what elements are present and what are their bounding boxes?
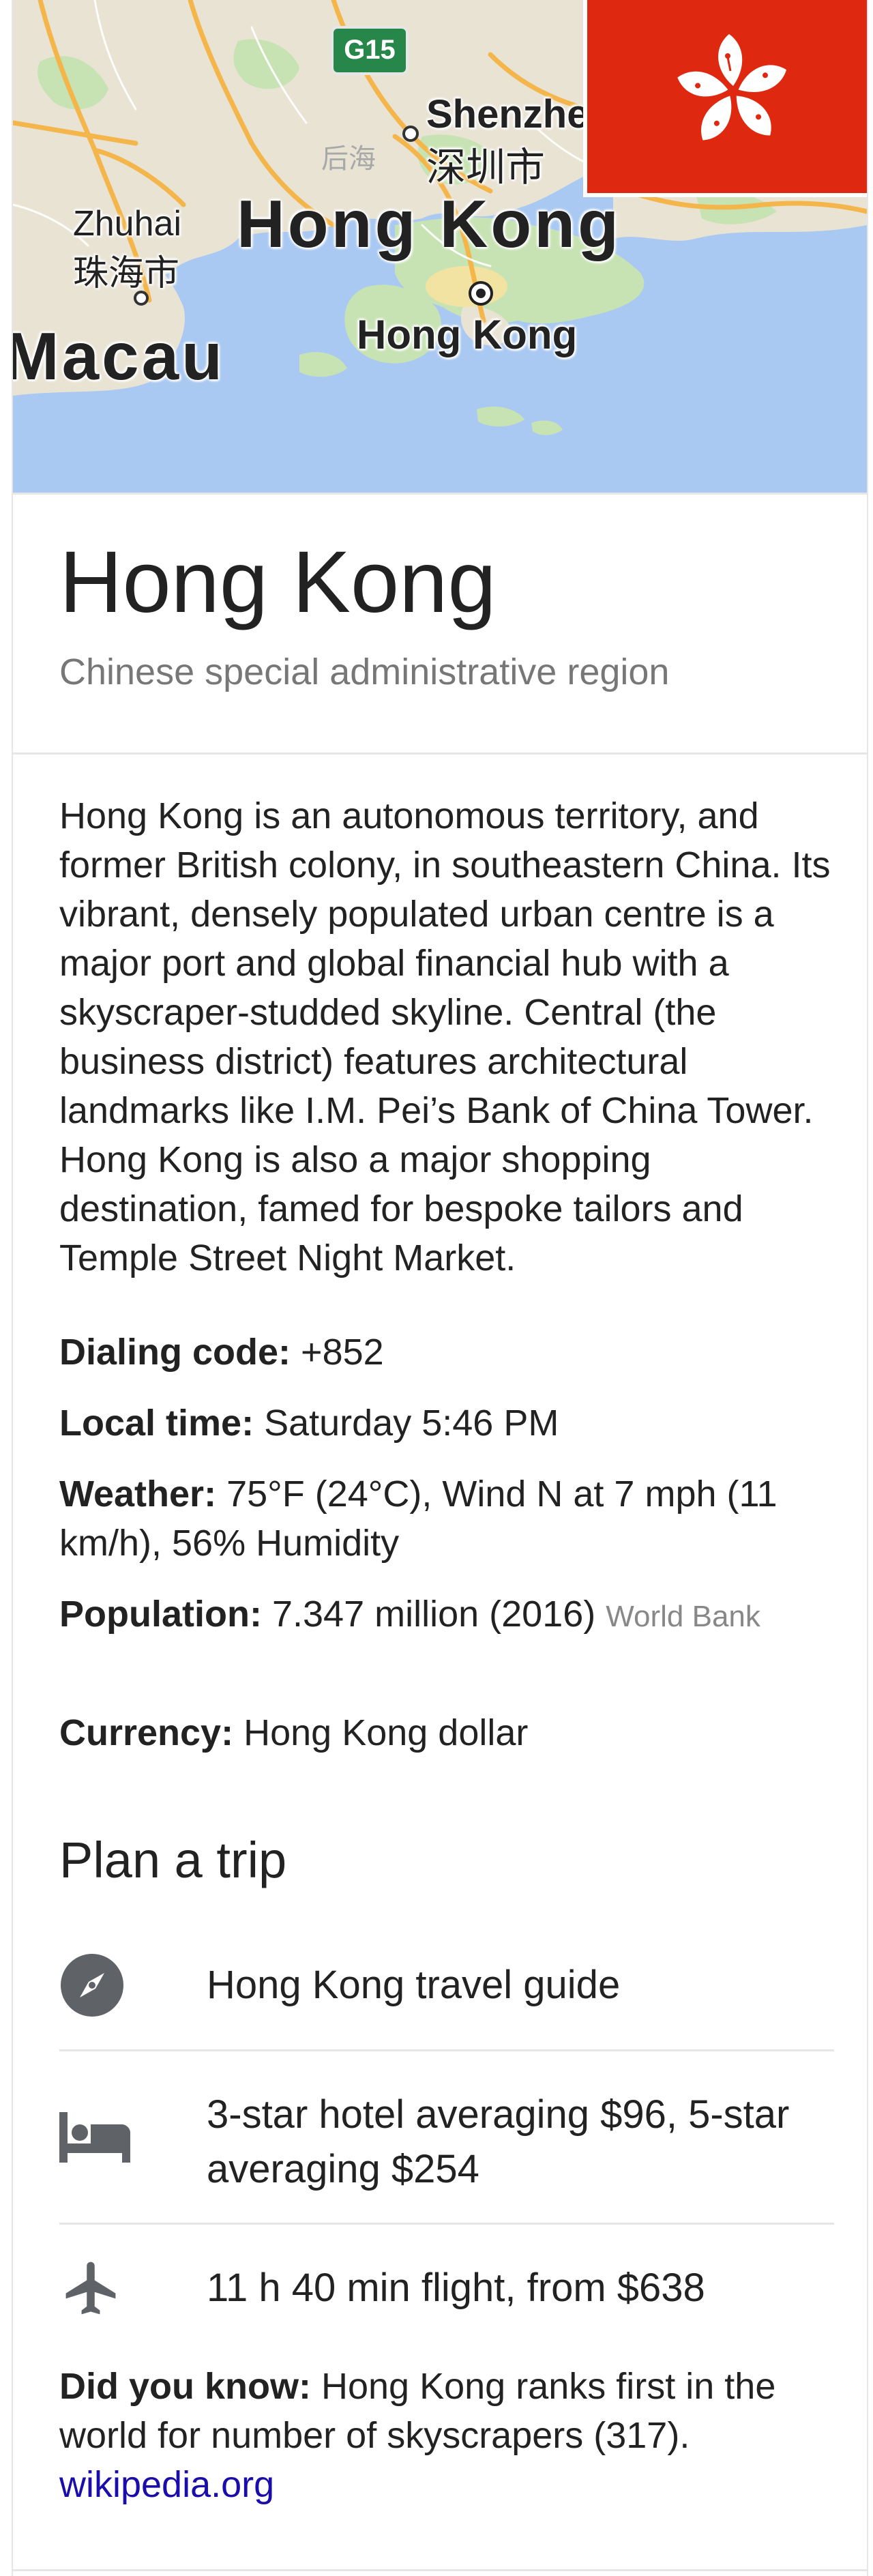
did-you-know: Did you know: Hong Kong ranks first in t… <box>59 2362 844 2509</box>
wikipedia-link[interactable]: wikipedia.org <box>59 2464 275 2505</box>
map-label-zhuhai-zh: 珠海市 <box>73 254 180 293</box>
fact-value[interactable]: Hong Kong dollar <box>243 1712 529 1753</box>
fact-local-time: Local time: Saturday 5:46 PM <box>59 1399 837 1448</box>
airplane-icon <box>65 2262 116 2315</box>
map-label-shenzhen: Shenzhe <box>426 92 589 136</box>
fact-currency: Currency: Hong Kong dollar <box>59 1708 837 1757</box>
fact-label: Local time: <box>59 1403 254 1444</box>
bauhinia-flower-icon <box>677 34 787 141</box>
map-label-zhuhai: Zhuhai <box>73 204 181 244</box>
map-label-macau: Macau <box>13 319 226 394</box>
fact-population: Population: 7.347 million (2016) World B… <box>59 1590 837 1641</box>
fact-value: 7.347 million (2016) <box>271 1594 596 1635</box>
hong-kong-flag <box>583 0 867 197</box>
population-source-link[interactable]: World Bank <box>606 1600 760 1633</box>
fact-label: Dialing code: <box>59 1332 291 1373</box>
fact-value: 75°F (24°C), Wind N at 7 mph (11 km/h), … <box>59 1474 778 1564</box>
trip-row-divider <box>59 2049 834 2051</box>
trip-flight-text: 11 h 40 min flight, from $638 <box>207 2266 705 2310</box>
trip-travel-guide-text: Hong Kong travel guide <box>207 1963 621 2007</box>
knowledge-panel: G15 Shenzhe 深圳市 后海 Zhuhai 珠海市 Hong Kong … <box>12 0 868 2576</box>
trip-row-divider <box>59 2223 834 2225</box>
map-label-houhai: 后海 <box>321 144 376 174</box>
trip-flight-row[interactable]: 11 h 40 min flight, from $638 <box>59 2255 834 2324</box>
description-text: Hong Kong is an autonomous territory, an… <box>59 795 831 1278</box>
fact-label: Currency: <box>59 1712 234 1753</box>
map[interactable]: G15 Shenzhe 深圳市 后海 Zhuhai 珠海市 Hong Kong … <box>13 0 867 493</box>
did-you-know-text: Hong Kong ranks first in the world for n… <box>59 2366 776 2456</box>
bed-icon <box>59 2112 130 2163</box>
fact-label: Population: <box>59 1594 262 1635</box>
header-divider <box>13 752 867 755</box>
map-label-hong-kong-region: Hong Kong <box>237 186 621 261</box>
highway-g15-shield: G15 <box>331 26 409 75</box>
map-label-hong-kong-city: Hong Kong <box>357 312 578 357</box>
fact-label: Weather: <box>59 1474 217 1514</box>
fact-weather: Weather: 75°F (24°C), Wind N at 7 mph (1… <box>59 1469 837 1568</box>
fact-value: Saturday 5:46 PM <box>264 1403 559 1444</box>
fact-value: +852 <box>301 1332 384 1373</box>
compass-icon <box>61 1954 123 2017</box>
bottom-divider <box>13 2569 867 2571</box>
map-label-shenzhen-zh: 深圳市 <box>426 145 546 190</box>
plan-a-trip-heading: Plan a trip <box>59 1832 287 1888</box>
did-you-know-label: Did you know: <box>59 2366 311 2407</box>
fact-dialing-code: Dialing code: +852 <box>59 1328 837 1377</box>
page-title: Hong Kong <box>59 533 497 631</box>
page-subtitle: Chinese special administrative region <box>59 652 670 692</box>
map-divider <box>13 493 867 495</box>
trip-hotel-row[interactable]: 3-star hotel averaging $96, 5-star avera… <box>59 2088 834 2197</box>
trip-hotel-text: 3-star hotel averaging $96, 5-star avera… <box>207 2092 790 2191</box>
trip-travel-guide-row[interactable]: Hong Kong travel guide <box>59 1952 834 2021</box>
